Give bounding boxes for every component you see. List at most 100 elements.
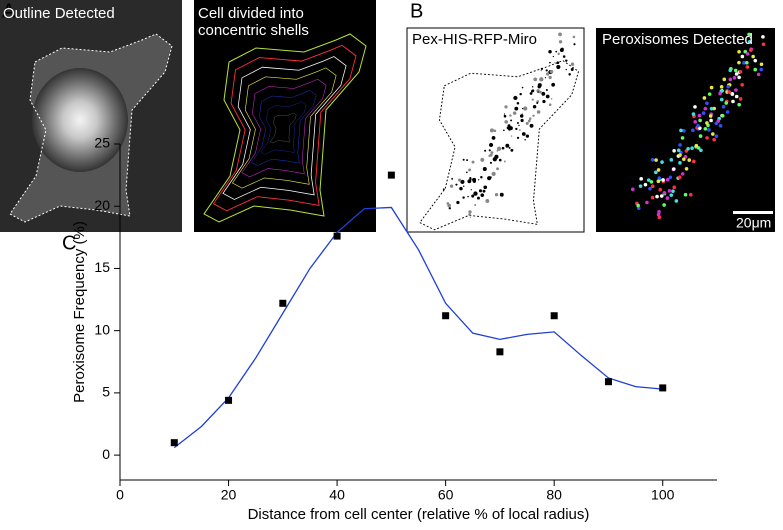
data-point — [170, 439, 178, 447]
image-caption: Outline Detected — [3, 5, 115, 22]
peroxisome — [491, 136, 496, 140]
x-tick-label: 0 — [116, 487, 124, 503]
peroxisome — [545, 94, 550, 99]
fit-curve — [173, 206, 663, 449]
peroxisome-detected — [747, 39, 752, 44]
peroxisome — [471, 160, 475, 164]
peroxisome-detected — [679, 128, 683, 133]
peroxisome — [480, 193, 485, 197]
peroxisome — [494, 193, 499, 197]
peroxisome — [456, 200, 460, 205]
peroxisome — [510, 148, 514, 152]
peroxisome-detected — [709, 118, 713, 123]
peroxisome-detected — [684, 166, 689, 171]
peroxisome — [518, 124, 520, 127]
peroxisome-detected — [687, 158, 692, 162]
panel-label: C — [62, 232, 76, 254]
peroxisome-detected — [749, 48, 753, 52]
peroxisome — [489, 161, 492, 164]
x-axis-title: Distance from cell center (relative % of… — [248, 506, 590, 523]
peroxisome — [549, 69, 554, 74]
peroxisome-detected — [721, 104, 726, 109]
peroxisome-detected — [718, 91, 722, 96]
peroxisome — [471, 194, 475, 198]
peroxisome — [573, 43, 576, 46]
peroxisome-detected — [747, 32, 751, 37]
peroxisome — [521, 86, 524, 89]
peroxisome — [529, 123, 534, 128]
peroxisome — [468, 210, 472, 214]
peroxisome-detected — [646, 178, 651, 182]
peroxisome — [498, 158, 502, 162]
peroxisome — [521, 132, 526, 136]
peroxisome — [570, 62, 575, 66]
x-tick-label: 40 — [329, 487, 345, 503]
peroxisome — [459, 186, 463, 191]
peroxisome-detected — [737, 60, 741, 65]
peroxisome — [482, 189, 486, 193]
peroxisome — [490, 151, 494, 155]
peroxisome — [541, 91, 546, 96]
peroxisome — [528, 117, 532, 120]
peroxisome — [491, 171, 496, 177]
peroxisome — [504, 105, 508, 109]
peroxisome — [520, 118, 524, 123]
peroxisome-detected — [665, 196, 670, 200]
y-tick-label: 15 — [94, 259, 110, 275]
peroxisome-detected — [734, 94, 739, 99]
peroxisome-detected — [709, 85, 714, 90]
peroxisome-detected — [690, 146, 694, 150]
peroxisome — [540, 67, 544, 70]
peroxisome — [468, 213, 471, 216]
peroxisome-detected — [636, 206, 641, 211]
peroxisome-detected — [732, 75, 737, 80]
peroxisome — [519, 92, 522, 96]
peroxisome — [545, 89, 548, 92]
x-tick-label: 100 — [651, 487, 675, 503]
peroxisome-detected — [724, 101, 729, 105]
peroxisome-detected — [761, 35, 765, 39]
peroxisome-detected — [740, 83, 744, 87]
peroxisome-detected — [680, 172, 685, 176]
data-point — [442, 312, 450, 320]
peroxisome — [485, 199, 490, 203]
peroxisome-detected — [734, 72, 739, 76]
peroxisome — [559, 48, 564, 53]
peroxisome-detected — [734, 88, 738, 92]
peroxisome — [482, 166, 487, 172]
peroxisome — [524, 138, 526, 141]
peroxisome — [473, 191, 477, 195]
peroxisome — [544, 77, 547, 79]
peroxisome-detected — [649, 180, 654, 184]
peroxisome — [480, 176, 483, 179]
peroxisome-detected — [714, 134, 719, 138]
peroxisome-detected — [658, 187, 663, 192]
peroxisome-detected — [745, 65, 750, 69]
peroxisome — [538, 90, 542, 94]
peroxisome-detected — [743, 49, 748, 54]
peroxisome-detected — [730, 92, 735, 96]
peroxisome-detected — [660, 160, 664, 164]
peroxisome — [505, 143, 510, 148]
peroxisome-detected — [677, 175, 682, 180]
peroxisome — [448, 207, 451, 210]
peroxisome — [537, 91, 539, 93]
peroxisome — [514, 106, 519, 111]
peroxisome-detected — [742, 61, 746, 65]
peroxisome-detected — [737, 49, 741, 54]
peroxisome-detected — [682, 128, 686, 133]
peroxisome-detected — [654, 158, 658, 162]
peroxisome-detected — [759, 67, 764, 72]
peroxisome-detected — [661, 178, 665, 182]
peroxisome — [516, 121, 519, 124]
peroxisome — [449, 184, 454, 188]
peroxisome — [476, 196, 480, 200]
peroxisome — [489, 176, 492, 179]
peroxisome-detected — [692, 159, 696, 164]
peroxisome-detected — [669, 158, 674, 162]
peroxisome-detected — [756, 72, 761, 77]
peroxisome-detected — [672, 185, 677, 190]
peroxisome — [533, 77, 538, 82]
peroxisome — [503, 113, 506, 115]
peroxisome — [515, 127, 518, 131]
